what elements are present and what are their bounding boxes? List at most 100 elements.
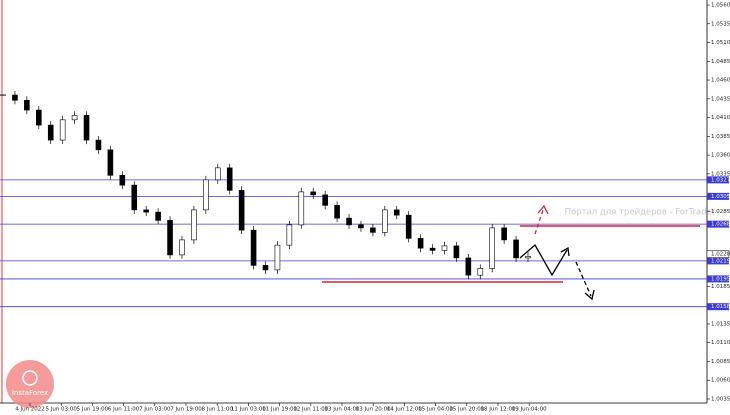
candle	[71, 115, 78, 121]
candle	[382, 209, 388, 233]
candle	[298, 191, 305, 226]
forecast-dashed-arrow	[584, 289, 595, 301]
candle	[346, 217, 352, 226]
candle	[95, 139, 102, 151]
alt-forecast	[534, 209, 544, 235]
candle	[465, 257, 472, 276]
candle	[203, 179, 209, 211]
candle	[501, 227, 507, 241]
y-tick-label: 1.0460	[711, 78, 730, 84]
candle	[477, 268, 484, 276]
x-tick-label: 18 Jun 12:00	[481, 407, 516, 413]
x-tick-label: 5 Jun 03:00	[45, 407, 77, 413]
y-tick-label: 1.0335	[711, 171, 730, 177]
candle	[12, 94, 18, 101]
candle	[238, 190, 245, 231]
y-tick-label: 1.0085	[711, 359, 730, 365]
level-label: 1.0268	[711, 222, 730, 228]
level-tag	[707, 220, 729, 228]
candle	[405, 214, 412, 239]
level-label: 1.0195	[711, 276, 730, 282]
candle	[167, 220, 173, 256]
candle	[131, 184, 138, 211]
candle	[525, 256, 531, 259]
x-tick-label: 5 Jun 19:00	[77, 407, 109, 413]
forecast-path	[519, 243, 568, 277]
candle	[310, 191, 317, 196]
y-tick-label: 1.0035	[711, 397, 730, 403]
x-tick-label: 13 Jun 20:00	[356, 407, 391, 413]
candle	[155, 211, 161, 221]
candle	[441, 245, 448, 251]
candle	[358, 224, 364, 229]
logo-text: InstaForex	[12, 389, 48, 397]
level-tag	[707, 192, 729, 200]
candle	[417, 238, 424, 249]
candle	[83, 115, 90, 141]
candle	[179, 239, 185, 256]
level-tag	[707, 176, 729, 184]
y-tick-label: 1.0185	[711, 284, 730, 290]
current-tag	[706, 250, 730, 258]
x-tick-label: 6 Jun 11:00	[108, 407, 140, 413]
alt-forecast-arrow	[537, 204, 549, 215]
candle	[453, 245, 460, 259]
level-label: 1.0158	[711, 304, 730, 310]
x-tick-label: 13 Jun 04:00	[325, 407, 360, 413]
current-label: 1.0228	[711, 252, 730, 258]
level-tag	[707, 303, 729, 311]
y-tick-label: 1.0510	[711, 40, 730, 46]
candle	[119, 175, 126, 186]
x-tick-label: 15 Jun 20:00	[449, 407, 484, 413]
level-label: 1.0219	[711, 258, 730, 264]
y-tick-label: 1.0410	[711, 115, 730, 121]
x-tick-label: 8 Jun 11:00	[201, 407, 233, 413]
candle	[322, 194, 328, 206]
level-label: 1.0305	[711, 194, 730, 200]
candle	[35, 109, 42, 126]
candle	[262, 265, 269, 271]
y-tick-label: 1.0060	[711, 378, 730, 384]
x-tick-label: 7 Jun 03:00	[139, 407, 171, 413]
forecast-arrow	[560, 246, 570, 257]
candle	[370, 227, 376, 233]
x-tick-label: 15 Jun 04:00	[418, 407, 453, 413]
candle	[24, 100, 30, 111]
forecast-dashed	[575, 261, 592, 297]
y-tick-label: 1.0535	[711, 21, 730, 27]
x-tick-label: 19 Jun 04:00	[512, 407, 547, 413]
x-tick-label: 12 Jun 11:00	[293, 407, 328, 413]
y-tick-label: 1.0360	[711, 153, 730, 159]
x-tick-label: 14 Jun 12:00	[387, 407, 422, 413]
candle	[334, 205, 340, 219]
logo-icon	[22, 370, 38, 386]
candle	[286, 224, 293, 246]
level-label: 1.0327	[711, 177, 730, 183]
y-tick-label: 1.0110	[711, 340, 730, 346]
logo-circle	[6, 360, 54, 408]
logo: InstaForex	[6, 360, 54, 408]
level-tag	[707, 275, 729, 283]
candle	[47, 124, 54, 141]
candle	[59, 119, 66, 141]
candle	[107, 149, 114, 176]
candle	[429, 247, 436, 251]
level-tag	[707, 257, 729, 265]
candle	[489, 227, 496, 269]
x-tick-label: 11 Jun 19:00	[262, 407, 297, 413]
y-tick-label: 1.0385	[711, 134, 730, 140]
x-tick-label: 4 Jun 2022	[15, 407, 45, 413]
x-tick-label: 11 Jun 03:00	[231, 407, 266, 413]
x-tick-label: 7 Jun 19:00	[170, 407, 202, 413]
y-tick-label: 1.0435	[711, 96, 730, 102]
candle	[226, 167, 233, 191]
candle	[513, 239, 519, 259]
candle	[274, 244, 281, 271]
candle	[393, 209, 400, 216]
watermark: Портал для трейдеров - ForTrader	[565, 208, 716, 218]
candle	[214, 167, 221, 181]
candle	[250, 229, 257, 266]
candle	[143, 209, 149, 213]
